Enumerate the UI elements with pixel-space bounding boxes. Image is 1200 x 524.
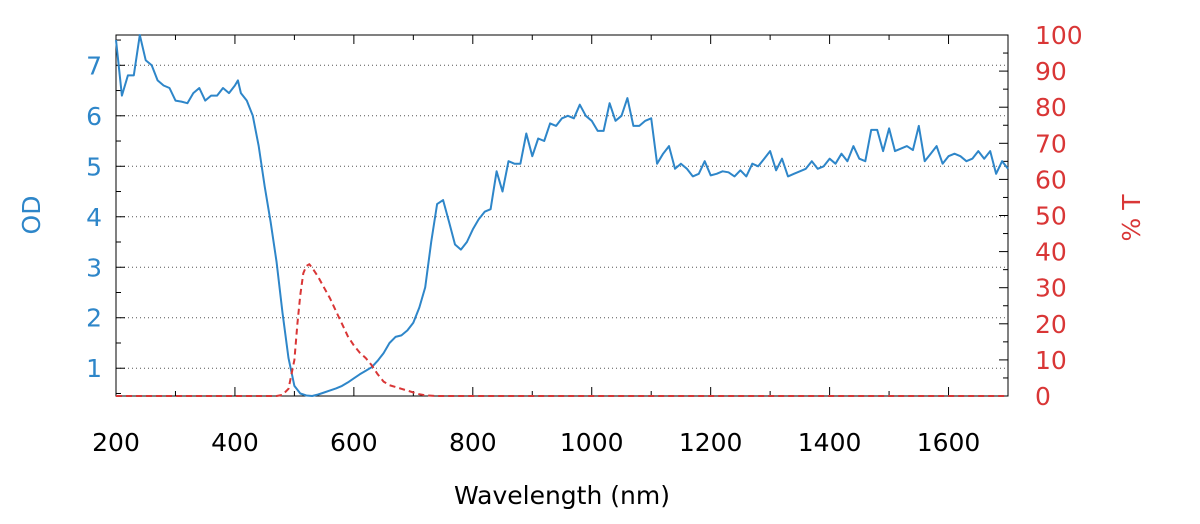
x-tick-label: 1200 (679, 428, 743, 457)
axis-ticks (115, 34, 1008, 397)
y-tick-label: 6 (86, 102, 102, 131)
y-tick-label: 7 (86, 51, 102, 80)
x-tick-label: 400 (211, 428, 259, 457)
y-axis-label: OD (17, 196, 46, 235)
y2-tick-label: 60 (1035, 165, 1067, 194)
y2-tick-label: 100 (1035, 21, 1083, 50)
series-od-line (115, 34, 1009, 397)
y-tick-label: 5 (86, 152, 102, 181)
y2-tick-label: 0 (1035, 382, 1051, 411)
x-tick-label: 600 (330, 428, 378, 457)
series-transmission-line (116, 263, 1008, 397)
grid-lines (116, 64, 1008, 369)
x-tick-label: 800 (449, 428, 497, 457)
y2-tick-label: 70 (1035, 129, 1067, 158)
y2-axis-label: % T (1117, 194, 1146, 242)
x-axis-label: Wavelength (nm) (454, 481, 670, 510)
y-tick-label: 4 (86, 203, 102, 232)
y2-tick-label: 90 (1035, 57, 1067, 86)
y-tick-label: 2 (86, 304, 102, 333)
y2-tick-label: 30 (1035, 274, 1067, 303)
y2-tick-label: 50 (1035, 202, 1067, 231)
y-tick-label: 1 (86, 354, 102, 383)
plot-frame (115, 34, 1009, 397)
x-tick-label: 1600 (917, 428, 981, 457)
y2-tick-label: 20 (1035, 310, 1067, 339)
y2-tick-label: 80 (1035, 93, 1067, 122)
x-tick-label: 1400 (798, 428, 862, 457)
y2-tick-label: 10 (1035, 346, 1067, 375)
x-tick-label: 1000 (560, 428, 624, 457)
series-lines (115, 34, 1009, 397)
x-tick-label: 200 (92, 428, 140, 457)
y2-tick-label: 40 (1035, 238, 1067, 267)
y-tick-label: 3 (86, 253, 102, 282)
